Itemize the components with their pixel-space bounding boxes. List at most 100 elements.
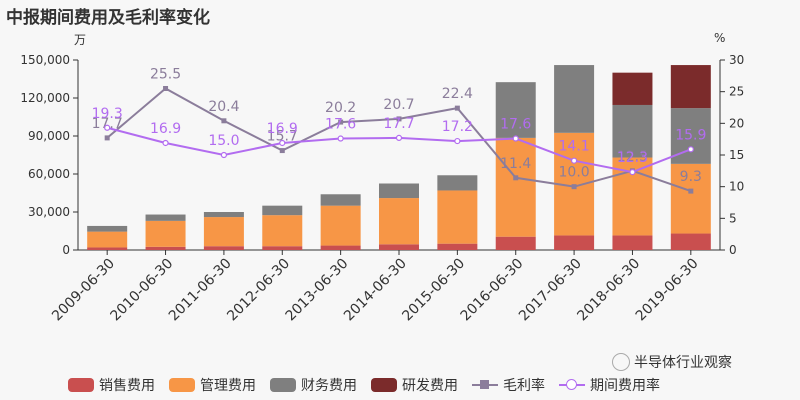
data-label-gross: 12.5 bbox=[617, 149, 648, 165]
bar-admin bbox=[670, 163, 711, 234]
legend-swatch-sales bbox=[68, 378, 94, 392]
point-gross bbox=[571, 184, 577, 190]
right-tick-label: 15 bbox=[729, 148, 744, 162]
bar-admin bbox=[203, 217, 244, 247]
data-label-period: 16.9 bbox=[267, 121, 298, 137]
bar-sales bbox=[612, 235, 653, 250]
bar-finance bbox=[145, 214, 186, 221]
bar-rnd bbox=[670, 65, 711, 109]
legend-swatch-admin bbox=[169, 378, 195, 392]
legend-swatch-gross bbox=[472, 378, 498, 392]
right-tick-label: 5 bbox=[729, 211, 737, 225]
bar-admin bbox=[379, 198, 419, 245]
bar-finance bbox=[203, 212, 244, 218]
legend-label-finance: 财务费用 bbox=[301, 378, 357, 394]
bar-sales bbox=[495, 236, 536, 250]
bar-sales bbox=[554, 235, 595, 250]
legend-swatch-finance bbox=[270, 378, 296, 392]
bar-admin bbox=[437, 190, 478, 244]
data-label-period: 14.1 bbox=[559, 139, 590, 155]
bar-finance bbox=[87, 225, 128, 232]
point-period bbox=[454, 137, 461, 145]
chart-legend: 销售费用 管理费用 财务费用 研发费用 毛利率 期间费用率 bbox=[68, 375, 674, 395]
right-axis-unit: % bbox=[714, 31, 726, 45]
data-label-period: 19.3 bbox=[92, 106, 123, 122]
bar-sales bbox=[437, 243, 478, 250]
legend-item-period[interactable]: 期间费用率 bbox=[559, 375, 660, 395]
point-period bbox=[104, 124, 111, 131]
legend-label-rnd: 研发费用 bbox=[402, 378, 458, 394]
data-label-period: 12.3 bbox=[617, 150, 648, 166]
data-label-gross: 20.4 bbox=[208, 99, 239, 115]
point-period bbox=[512, 135, 519, 142]
legend-item-finance[interactable]: 财务费用 bbox=[270, 375, 357, 395]
wechat-icon bbox=[612, 353, 630, 371]
line-period bbox=[106, 126, 692, 174]
bar-sales bbox=[320, 245, 361, 250]
data-label-period: 15.9 bbox=[675, 127, 706, 143]
data-label-gross: 20.2 bbox=[325, 100, 356, 116]
left-tick-label: 120,000 bbox=[20, 91, 70, 105]
data-label-gross: 22.4 bbox=[442, 86, 473, 102]
left-tick-label: 30,000 bbox=[28, 205, 70, 219]
right-tick-label: 30 bbox=[729, 53, 744, 67]
legend-swatch-rnd bbox=[371, 378, 397, 392]
point-gross bbox=[163, 86, 169, 91]
bar-finance bbox=[495, 82, 536, 138]
right-tick-label: 20 bbox=[729, 116, 744, 130]
left-tick-label: 150,000 bbox=[20, 53, 70, 67]
bar-sales bbox=[262, 246, 303, 250]
bar-admin bbox=[145, 220, 186, 247]
point-period bbox=[395, 134, 403, 141]
x-tick-label: 2019-06-30 bbox=[633, 256, 702, 325]
bar-finance bbox=[437, 175, 478, 191]
legend-label-period: 期间费用率 bbox=[590, 378, 660, 394]
data-label-period: 17.7 bbox=[383, 116, 414, 132]
point-period bbox=[570, 157, 578, 164]
point-gross bbox=[221, 118, 227, 124]
data-label-gross: 10.0 bbox=[559, 165, 590, 181]
data-label-period: 16.9 bbox=[150, 121, 181, 137]
point-period bbox=[279, 139, 286, 147]
watermark-text: 半导体行业观察 bbox=[634, 355, 732, 371]
point-period bbox=[687, 146, 694, 153]
point-gross bbox=[454, 105, 460, 111]
bar-rnd bbox=[612, 72, 653, 105]
legend-label-gross: 毛利率 bbox=[503, 378, 545, 394]
data-label-period: 17.6 bbox=[500, 117, 531, 133]
bar-sales bbox=[379, 244, 419, 250]
legend-item-admin[interactable]: 管理费用 bbox=[169, 375, 256, 395]
right-tick-label: 10 bbox=[729, 180, 744, 194]
legend-item-rnd[interactable]: 研发费用 bbox=[371, 375, 458, 395]
point-gross bbox=[104, 135, 110, 141]
bar-sales bbox=[87, 247, 128, 250]
point-gross bbox=[338, 119, 344, 125]
data-label-period: 17.2 bbox=[442, 119, 473, 135]
point-period bbox=[337, 135, 344, 142]
point-period bbox=[220, 151, 228, 159]
legend-swatch-period bbox=[559, 378, 585, 392]
bar-admin bbox=[262, 215, 303, 247]
left-tick-label: 60,000 bbox=[28, 167, 70, 181]
data-label-period: 17.6 bbox=[325, 117, 356, 133]
bar-finance bbox=[262, 205, 303, 216]
data-label-gross: 11.4 bbox=[500, 156, 531, 172]
bar-sales bbox=[670, 233, 711, 250]
bar-finance bbox=[320, 194, 361, 206]
legend-label-sales: 销售费用 bbox=[99, 378, 155, 394]
watermark: 半导体行业观察 bbox=[612, 352, 732, 372]
right-tick-label: 0 bbox=[729, 243, 737, 257]
legend-item-gross[interactable]: 毛利率 bbox=[472, 375, 545, 395]
right-tick-label: 25 bbox=[729, 85, 744, 99]
bar-finance bbox=[379, 183, 419, 199]
bar-sales bbox=[145, 246, 186, 250]
bar-admin bbox=[320, 205, 361, 246]
legend-label-admin: 管理费用 bbox=[200, 378, 256, 394]
bar-admin bbox=[495, 137, 536, 237]
bar-sales bbox=[203, 246, 244, 250]
legend-item-sales[interactable]: 销售费用 bbox=[68, 375, 155, 395]
point-gross bbox=[279, 148, 285, 154]
bar-finance bbox=[612, 104, 653, 158]
data-label-gross: 25.5 bbox=[150, 67, 181, 83]
